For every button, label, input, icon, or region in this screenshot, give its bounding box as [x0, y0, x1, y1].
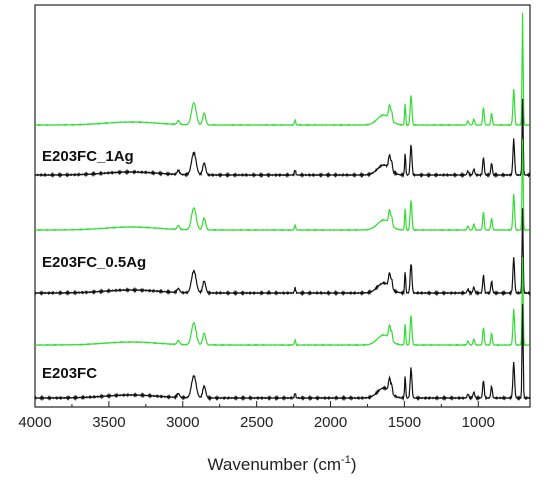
- spectrum-green-e203fc-1ag: [34, 12, 530, 127]
- sample-label-base: E203FC: [42, 365, 97, 382]
- plot-frame: [34, 4, 531, 408]
- x-tick-label: 2000: [314, 414, 347, 431]
- spectrum-green-e203fc-0-5ag: [34, 139, 530, 232]
- sample-label-1ag: E203FC_1Ag: [42, 148, 134, 165]
- x-tick-label: 3000: [166, 414, 199, 431]
- spectra-traces: [34, 12, 531, 402]
- spectrum-black-e203fc: [34, 303, 531, 402]
- spectrum-green-e203fc: [34, 257, 530, 347]
- x-axis-title: Wavenumber (cm-1): [208, 454, 357, 474]
- x-tick-label: 3500: [92, 414, 125, 431]
- spectrum-black-e203fc-0-5ag: [34, 208, 531, 297]
- x-tick-label: 4000: [18, 414, 51, 431]
- x-tick-label: 1000: [462, 414, 495, 431]
- x-tick-label: 2500: [240, 414, 273, 431]
- spectrum-black-e203fc-1ag: [34, 98, 531, 179]
- sample-label-05ag: E203FC_0.5Ag: [42, 254, 146, 271]
- x-tick-label: 1500: [388, 414, 421, 431]
- x-axis-ticks: 4000 3500 3000 2500 2000 1500 1000: [18, 401, 495, 431]
